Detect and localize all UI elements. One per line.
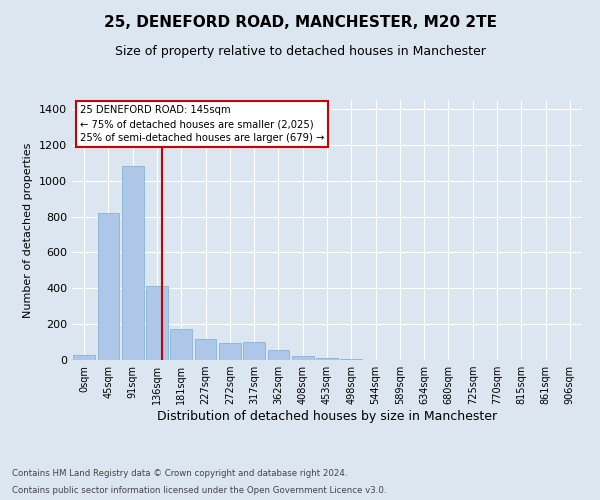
Bar [316, 358, 338, 360]
Bar [146, 286, 168, 360]
Text: 25 DENEFORD ROAD: 145sqm
← 75% of detached houses are smaller (2,025)
25% of sem: 25 DENEFORD ROAD: 145sqm ← 75% of detach… [80, 105, 324, 143]
Bar [194, 340, 217, 360]
Bar [97, 213, 119, 360]
Bar [122, 166, 143, 360]
Bar [292, 356, 314, 360]
Y-axis label: Number of detached properties: Number of detached properties [23, 142, 34, 318]
Text: 25, DENEFORD ROAD, MANCHESTER, M20 2TE: 25, DENEFORD ROAD, MANCHESTER, M20 2TE [104, 15, 497, 30]
Bar [243, 342, 265, 360]
Bar [219, 343, 241, 360]
Bar [340, 359, 362, 360]
Bar [170, 328, 192, 360]
X-axis label: Distribution of detached houses by size in Manchester: Distribution of detached houses by size … [157, 410, 497, 423]
Bar [268, 350, 289, 360]
Text: Contains public sector information licensed under the Open Government Licence v3: Contains public sector information licen… [12, 486, 386, 495]
Text: Contains HM Land Registry data © Crown copyright and database right 2024.: Contains HM Land Registry data © Crown c… [12, 468, 347, 477]
Bar [73, 354, 95, 360]
Text: Size of property relative to detached houses in Manchester: Size of property relative to detached ho… [115, 45, 485, 58]
